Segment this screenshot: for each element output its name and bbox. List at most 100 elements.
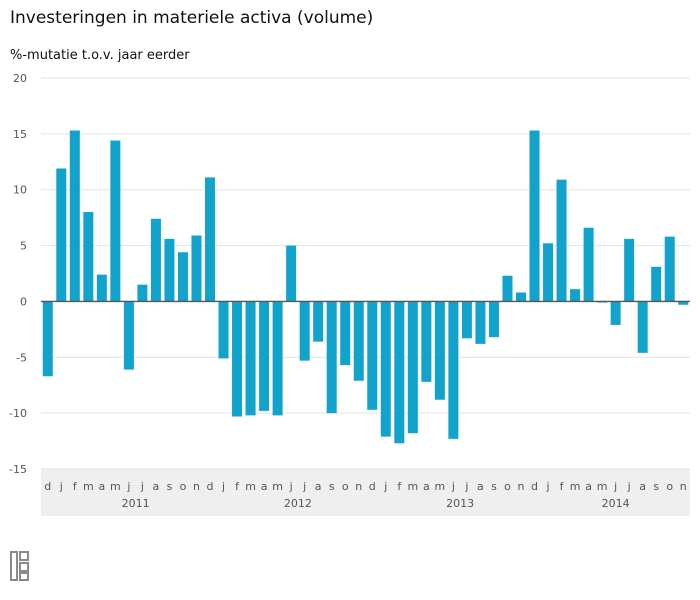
bar (461, 301, 472, 339)
x-tick-label: m (110, 480, 121, 493)
x-tick-label: n (517, 480, 524, 493)
x-tick-label: o (666, 480, 673, 493)
x-tick-label: m (83, 480, 94, 493)
x-tick-label: a (98, 480, 105, 493)
x-tick-label: j (383, 480, 387, 493)
bar (610, 301, 621, 325)
y-tick-label: -10 (9, 407, 27, 420)
x-tick-label: f (397, 480, 402, 493)
x-tick-label: n (680, 480, 687, 493)
bar (515, 292, 526, 302)
bar (529, 130, 540, 302)
x-tick-label: s (329, 480, 335, 493)
x-tick-label: d (207, 480, 214, 493)
bar (475, 301, 486, 344)
x-tick-label: j (451, 480, 455, 493)
x-tick-label: f (73, 480, 78, 493)
bar (421, 301, 432, 382)
x-tick-label: j (289, 480, 293, 493)
bar (353, 301, 364, 381)
bar (42, 301, 53, 377)
x-tick-label: m (435, 480, 446, 493)
x-tick-label: a (639, 480, 646, 493)
x-tick-label: j (140, 480, 144, 493)
x-tick-label: m (245, 480, 256, 493)
x-tick-label: m (597, 480, 608, 493)
x-tick-label: a (477, 480, 484, 493)
year-label: 2011 (122, 497, 150, 510)
year-label: 2014 (602, 497, 630, 510)
year-label: 2013 (446, 497, 474, 510)
chart-title: Investeringen in materiele activa (volum… (10, 8, 374, 28)
x-tick-label: s (167, 480, 173, 493)
bar (259, 301, 270, 411)
y-tick-label: -15 (9, 463, 27, 476)
bar (110, 140, 121, 302)
x-tick-label: d (44, 480, 51, 493)
x-tick-label: o (504, 480, 511, 493)
x-tick-label: j (221, 480, 225, 493)
x-tick-label: d (531, 480, 538, 493)
year-label: 2012 (284, 497, 312, 510)
y-tick-label: 15 (13, 128, 27, 141)
bar (69, 130, 80, 302)
x-tick-label: f (235, 480, 240, 493)
bar (272, 301, 283, 416)
x-axis-band (41, 469, 690, 516)
bar (96, 274, 107, 302)
cbs-logo-icon (10, 551, 30, 585)
bar (570, 289, 581, 302)
bar (245, 301, 256, 416)
bar (556, 179, 567, 302)
bar (637, 301, 648, 353)
x-tick-label: a (585, 480, 592, 493)
x-tick-label: j (627, 480, 631, 493)
x-tick-label: m (570, 480, 581, 493)
x-tick-label: d (369, 480, 376, 493)
bar (286, 245, 297, 302)
x-tick-label: f (560, 480, 565, 493)
x-tick-label: a (315, 480, 322, 493)
bar (177, 252, 188, 302)
x-tick-label: j (59, 480, 63, 493)
bar (191, 235, 202, 302)
x-tick-label: n (355, 480, 362, 493)
y-tick-label: 5 (20, 240, 27, 253)
bar (205, 177, 216, 302)
x-tick-label: o (342, 480, 349, 493)
x-tick-label: j (464, 480, 468, 493)
x-tick-label: s (653, 480, 659, 493)
bar (299, 301, 310, 361)
bar (543, 243, 554, 302)
bar (583, 227, 594, 302)
bar (326, 301, 337, 414)
bar (123, 301, 134, 370)
x-tick-label: o (180, 480, 187, 493)
bar (137, 284, 148, 302)
bar (448, 301, 459, 439)
bar (651, 266, 662, 302)
x-tick-label: j (126, 480, 130, 493)
bar (218, 301, 229, 359)
bar (367, 301, 378, 410)
x-tick-label: j (302, 480, 306, 493)
bar (664, 236, 675, 302)
x-tick-label: a (153, 480, 160, 493)
bar (678, 301, 689, 305)
bar (502, 275, 513, 302)
y-tick-label: -5 (16, 351, 27, 364)
y-tick-label: 20 (13, 72, 27, 85)
chart-subtitle: %-mutatie t.o.v. jaar eerder (10, 48, 190, 63)
x-tick-label: j (546, 480, 550, 493)
x-tick-label: s (491, 480, 497, 493)
bar (150, 218, 161, 302)
bar (488, 301, 499, 338)
bar (56, 168, 67, 302)
bar (83, 212, 94, 302)
y-tick-label: 10 (13, 184, 27, 197)
bar (407, 301, 418, 434)
x-tick-label: j (613, 480, 617, 493)
bar (624, 238, 635, 302)
x-tick-label: n (193, 480, 200, 493)
